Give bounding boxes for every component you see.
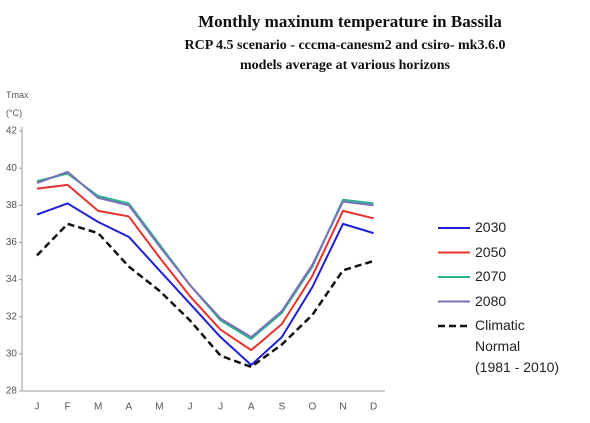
series-line (36, 222, 374, 369)
y-tick-label: 28 (6, 386, 18, 397)
x-tick-label: A (125, 402, 132, 413)
x-tick-label: A (248, 402, 255, 413)
series-line (36, 170, 374, 339)
y-tick-label: 30 (6, 348, 18, 359)
x-tick-label: J (218, 402, 223, 413)
y-tick-label: 34 (6, 274, 18, 285)
legend-label: Climatic Normal (1981 - 2010) (475, 317, 560, 375)
legend-label: 2080 (475, 292, 507, 309)
legend-label: 2050 (475, 243, 507, 260)
x-tick-label: D (370, 402, 377, 413)
x-tick-label: J (35, 402, 40, 413)
x-tick-label: N (339, 402, 346, 413)
chart-subtitle: RCP 4.5 scenario - cccma-canesm2 and csi… (184, 38, 506, 73)
y-tick-label: 38 (6, 200, 18, 211)
y-tick-label: 42 (6, 126, 18, 137)
legend-label: 2070 (475, 268, 507, 284)
x-tick-label: F (65, 402, 71, 413)
y-tick-label: 36 (6, 237, 18, 248)
y-tick-label: 32 (6, 311, 18, 322)
x-tick-label: J (188, 402, 193, 413)
y-tick-label: 40 (6, 163, 18, 174)
x-tick-label: M (155, 402, 163, 413)
x-tick-label: M (94, 402, 102, 413)
series-line (36, 202, 374, 366)
chart-title: Monthly maxinum temperature in Bassila (198, 12, 502, 31)
x-tick-label: S (278, 402, 285, 413)
series-line (36, 183, 374, 352)
y-axis-label: Tmax (°C) (6, 90, 29, 118)
x-tick-label: O (309, 402, 317, 413)
legend-label: 2030 (475, 219, 507, 235)
